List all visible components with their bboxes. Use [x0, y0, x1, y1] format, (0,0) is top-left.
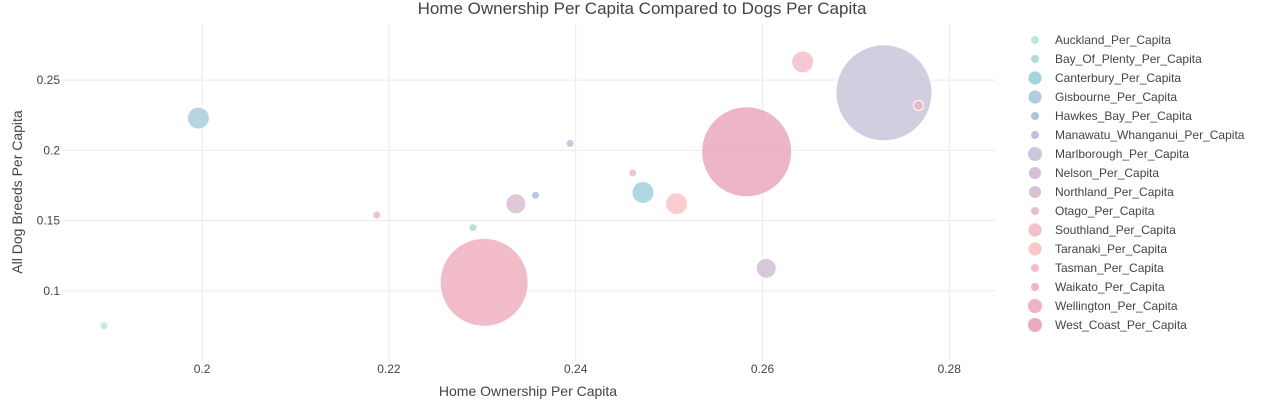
legend-label: Marlborough_Per_Capita — [1055, 147, 1189, 161]
x-tick-label: 0.26 — [751, 362, 775, 376]
y-tick-label: 0.1 — [43, 284, 60, 298]
legend-marker — [1028, 71, 1042, 85]
legend-marker — [1028, 318, 1042, 332]
legend-label: Manawatu_Whanganui_Per_Capita — [1055, 128, 1245, 142]
x-axis-ticks: 0.2 0.22 0.24 0.26 0.28 — [194, 362, 962, 376]
x-tick-label: 0.2 — [194, 362, 211, 376]
legend-item[interactable]: Canterbury_Per_Capita — [1028, 71, 1181, 85]
legend-item[interactable]: Waikato_Per_Capita — [1031, 280, 1165, 294]
legend-marker — [1029, 167, 1041, 179]
legend-item[interactable]: Manawatu_Whanganui_Per_Capita — [1031, 128, 1245, 142]
legend-marker — [1031, 55, 1039, 63]
legend-item[interactable]: West_Coast_Per_Capita — [1028, 318, 1187, 332]
legend-item[interactable]: Taranaki_Per_Capita — [1028, 242, 1167, 256]
legend-marker — [1028, 242, 1042, 256]
data-point-nelson-per-capita[interactable] — [755, 257, 777, 279]
legend-marker — [1028, 147, 1042, 161]
legend-item[interactable]: Southland_Per_Capita — [1028, 223, 1176, 237]
legend-item[interactable]: Auckland_Per_Capita — [1031, 33, 1171, 47]
data-point-wellington-per-capita[interactable] — [439, 237, 529, 327]
legend-marker — [1031, 112, 1039, 120]
legend-marker — [1028, 299, 1042, 313]
legend-label: Taranaki_Per_Capita — [1055, 242, 1167, 256]
data-point-west-coast-per-capita[interactable] — [701, 106, 793, 198]
legend-label: Wellington_Per_Capita — [1055, 299, 1178, 313]
y-tick-label: 0.2 — [43, 143, 60, 157]
legend-label: Canterbury_Per_Capita — [1055, 71, 1181, 85]
legend-item[interactable]: Nelson_Per_Capita — [1029, 166, 1159, 180]
data-point-taranaki-per-capita[interactable] — [665, 192, 689, 216]
legend[interactable]: Auckland_Per_Capita Bay_Of_Plenty_Per_Cap… — [1028, 33, 1245, 332]
data-point-waikato-per-capita[interactable] — [372, 210, 382, 220]
data-point-northland-per-capita[interactable] — [505, 193, 527, 215]
x-axis-label: Home Ownership Per Capita — [439, 383, 617, 399]
data-point-canterbury-per-capita[interactable] — [631, 181, 655, 204]
legend-item[interactable]: Wellington_Per_Capita — [1028, 299, 1178, 313]
x-tick-label: 0.28 — [938, 362, 962, 376]
legend-item[interactable]: Otago_Per_Capita — [1031, 204, 1155, 218]
legend-item[interactable]: Bay_Of_Plenty_Per_Capita — [1031, 52, 1202, 66]
legend-item[interactable]: Marlborough_Per_Capita — [1028, 147, 1189, 161]
y-tick-label: 0.25 — [37, 73, 61, 87]
legend-label: Nelson_Per_Capita — [1055, 166, 1159, 180]
legend-label: Bay_Of_Plenty_Per_Capita — [1055, 52, 1202, 66]
x-tick-label: 0.22 — [377, 362, 401, 376]
legend-label: Southland_Per_Capita — [1055, 223, 1176, 237]
legend-marker — [1028, 90, 1042, 104]
legend-marker — [1028, 223, 1042, 237]
data-point-southland-per-capita[interactable] — [791, 50, 815, 74]
data-point-auckland-per-capita[interactable] — [99, 321, 109, 331]
legend-item[interactable]: Tasman_Per_Capita — [1031, 261, 1164, 275]
data-point-marlborough-per-capita[interactable] — [835, 44, 933, 142]
legend-label: Waikato_Per_Capita — [1055, 280, 1165, 294]
chart-title: Home Ownership Per Capita Compared to Do… — [418, 0, 867, 18]
legend-item[interactable]: Hawkes_Bay_Per_Capita — [1031, 109, 1192, 123]
data-point-otago-per-capita[interactable] — [628, 168, 638, 178]
legend-label: Gisbourne_Per_Capita — [1055, 90, 1177, 104]
data-point-gisbourne-per-capita[interactable] — [186, 106, 210, 130]
legend-label: Hawkes_Bay_Per_Capita — [1055, 109, 1192, 123]
legend-marker — [1031, 207, 1039, 215]
legend-label: Otago_Per_Capita — [1055, 204, 1155, 218]
legend-item[interactable]: Northland_Per_Capita — [1029, 185, 1174, 199]
y-axis-label: All Dog Breeds Per Capita — [9, 110, 25, 274]
legend-marker — [1029, 186, 1041, 198]
legend-marker — [1031, 36, 1039, 44]
data-point-hawkes-bay-per-capita[interactable] — [531, 190, 541, 200]
legend-label: West_Coast_Per_Capita — [1055, 318, 1187, 332]
data-point-bay-of-plenty-per-capita[interactable] — [468, 223, 478, 233]
legend-item[interactable]: Gisbourne_Per_Capita — [1028, 90, 1177, 104]
data-point-manawatu-whanganui-per-capita[interactable] — [565, 138, 575, 148]
legend-marker — [1031, 131, 1039, 139]
legend-label: Tasman_Per_Capita — [1055, 261, 1164, 275]
y-axis-ticks: 0.1 0.15 0.2 0.25 — [37, 73, 61, 298]
legend-marker — [1031, 283, 1039, 291]
data-point-tasman-per-capita[interactable] — [912, 99, 924, 111]
plot-area — [99, 44, 933, 331]
legend-label: Northland_Per_Capita — [1055, 185, 1174, 199]
legend-marker — [1031, 264, 1039, 272]
x-tick-label: 0.24 — [564, 362, 588, 376]
legend-label: Auckland_Per_Capita — [1055, 33, 1171, 47]
y-tick-label: 0.15 — [37, 214, 61, 228]
